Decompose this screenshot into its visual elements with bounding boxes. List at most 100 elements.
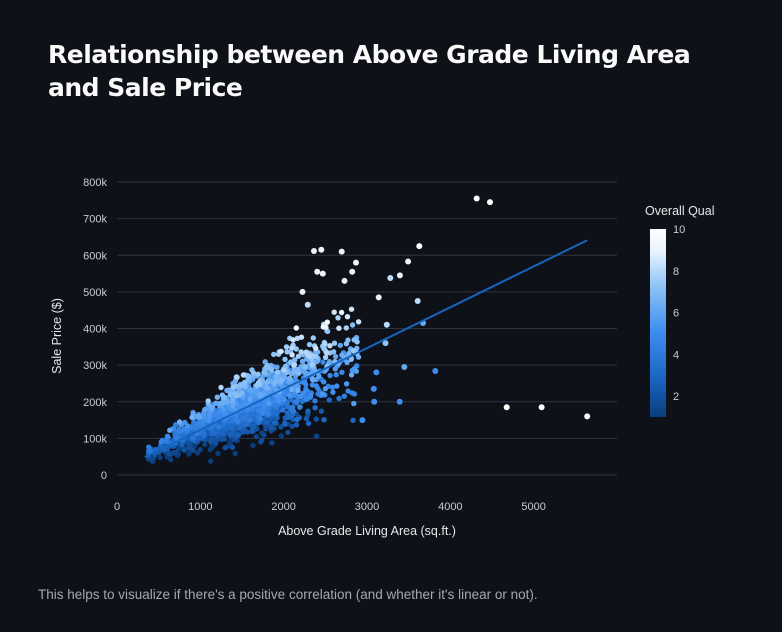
data-point <box>263 419 269 425</box>
data-point <box>284 410 290 416</box>
data-point <box>205 398 211 404</box>
x-tick-label: 0 <box>114 501 120 513</box>
data-point <box>247 396 253 402</box>
colorbar-tick-label: 6 <box>673 308 679 320</box>
data-point <box>350 417 356 423</box>
data-point <box>341 277 348 284</box>
data-point <box>186 444 193 450</box>
data-point <box>319 270 326 277</box>
data-point <box>271 402 277 408</box>
data-point <box>338 248 345 255</box>
data-point <box>261 432 267 438</box>
data-point <box>261 403 267 409</box>
data-point <box>238 383 244 389</box>
data-point <box>164 433 171 439</box>
data-point <box>289 423 295 429</box>
data-point <box>351 400 357 407</box>
data-point <box>242 383 248 390</box>
gridlines <box>117 181 617 476</box>
data-point <box>303 381 309 388</box>
data-point <box>345 388 351 394</box>
data-point <box>503 404 510 411</box>
data-point <box>184 423 191 429</box>
data-point <box>298 349 304 355</box>
data-point <box>242 379 248 386</box>
data-point <box>304 301 311 308</box>
data-point <box>348 356 354 362</box>
data-point <box>336 325 342 331</box>
data-point <box>253 433 260 440</box>
data-point <box>305 408 311 414</box>
data-point <box>343 381 350 387</box>
data-point <box>327 343 333 349</box>
data-point <box>289 345 295 351</box>
data-point <box>312 353 319 360</box>
data-point <box>255 371 261 377</box>
colorbar-tick-label: 2 <box>673 391 679 403</box>
y-tick-label: 400k <box>83 324 107 336</box>
data-point <box>339 352 345 358</box>
data-point <box>190 447 196 453</box>
data-point <box>229 425 236 431</box>
data-point <box>250 374 256 380</box>
data-point <box>226 387 232 393</box>
data-point <box>349 268 356 275</box>
data-point <box>359 417 366 424</box>
data-point <box>289 352 295 358</box>
data-point <box>305 420 312 427</box>
data-point <box>167 427 173 433</box>
data-point <box>280 407 286 413</box>
chart-caption: This helps to visualize if there's a pos… <box>38 587 538 602</box>
data-point <box>309 361 315 368</box>
data-point <box>353 368 359 374</box>
data-point <box>166 451 172 457</box>
data-point <box>294 335 301 341</box>
data-point <box>293 383 299 390</box>
y-tick-label: 600k <box>83 250 107 262</box>
colorbar: Overall Qual 2 4 6 8 10 <box>645 204 714 417</box>
data-point <box>168 456 174 463</box>
data-point <box>584 413 591 420</box>
data-point <box>416 243 423 250</box>
data-point <box>405 258 412 265</box>
data-point <box>298 334 305 340</box>
data-point <box>250 442 256 449</box>
data-point <box>244 429 251 435</box>
data-point <box>284 349 290 355</box>
data-point <box>200 419 206 426</box>
data-point <box>348 306 355 312</box>
data-point <box>201 414 207 420</box>
data-point <box>281 396 287 403</box>
data-point <box>371 398 378 405</box>
data-point <box>248 386 254 393</box>
data-point <box>211 430 218 436</box>
data-point <box>349 322 356 328</box>
data-point <box>312 405 318 411</box>
data-point <box>278 433 284 439</box>
data-point <box>291 362 297 368</box>
data-point <box>318 408 325 414</box>
data-point <box>213 440 219 446</box>
data-point <box>235 432 241 438</box>
data-point <box>214 394 220 400</box>
data-point <box>221 411 227 417</box>
data-point <box>336 395 342 402</box>
data-point <box>303 349 309 355</box>
data-point <box>218 384 224 391</box>
data-point <box>298 364 304 370</box>
data-point <box>291 369 297 375</box>
data-point <box>215 450 221 457</box>
data-point <box>271 351 277 358</box>
data-point <box>282 421 288 427</box>
data-point <box>209 436 216 442</box>
colorbar-ticks: 2 4 6 8 10 <box>673 224 685 403</box>
data-point <box>313 345 319 351</box>
data-point <box>293 398 300 405</box>
data-point <box>299 288 306 295</box>
colorbar-gradient <box>650 229 666 417</box>
data-point <box>212 412 218 418</box>
data-point <box>278 424 284 430</box>
highlighted-points <box>299 195 591 424</box>
data-point <box>179 441 185 448</box>
data-point <box>250 370 257 376</box>
